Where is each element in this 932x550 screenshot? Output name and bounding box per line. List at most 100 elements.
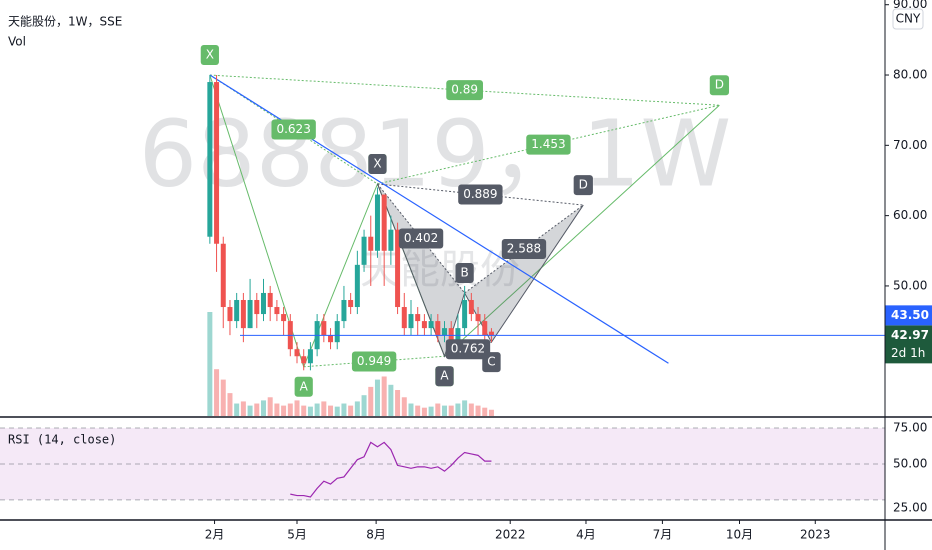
volume-bar xyxy=(334,406,340,416)
volume-bar xyxy=(267,397,273,416)
candle-body xyxy=(354,264,360,308)
point-label-box xyxy=(294,376,313,397)
rsi-tick-label: 50.00 xyxy=(893,456,927,470)
x-tick-label: 2023 xyxy=(800,528,831,542)
point-label-text: X xyxy=(206,48,214,62)
volume-bar xyxy=(475,405,481,416)
volume-bar xyxy=(307,406,313,416)
volume-bar xyxy=(207,312,213,416)
ratio-label-text: 2.588 xyxy=(507,242,541,256)
x-tick-label: 2022 xyxy=(495,528,526,542)
candle-body xyxy=(482,321,488,336)
candle-body xyxy=(348,299,354,308)
volume-bar xyxy=(408,403,414,416)
pattern-ratio-line xyxy=(377,104,720,185)
volume-bar xyxy=(381,376,387,416)
volume-bar xyxy=(395,390,401,416)
ratio-label-box xyxy=(445,339,491,360)
candle-body xyxy=(214,82,220,244)
volume-bar xyxy=(281,405,287,416)
point-label-text: A xyxy=(300,379,309,393)
point-label-text: X xyxy=(373,156,381,170)
last-price-label: 42.97 xyxy=(891,328,929,342)
volume-bar xyxy=(488,409,494,416)
point-label-text: C xyxy=(487,355,495,369)
volume-bar xyxy=(374,379,380,416)
ratio-label-box xyxy=(458,184,503,205)
y-tick-label: 50.00 xyxy=(893,278,927,292)
point-label-box xyxy=(573,175,593,196)
point-label-box xyxy=(455,262,474,283)
pattern-ratio-line xyxy=(209,74,720,106)
chart-title: 天能股份，1W，SSE xyxy=(8,15,122,29)
point-label-box xyxy=(200,45,219,66)
candle-body xyxy=(488,331,494,336)
volume-bar xyxy=(482,407,488,416)
volume-bar xyxy=(287,403,293,416)
ratio-label: 0.762 xyxy=(445,339,491,360)
ratio-label-text: 1.453 xyxy=(531,137,565,151)
volume-bar xyxy=(240,401,246,416)
pattern-ratio-line xyxy=(303,355,445,368)
point-label-box xyxy=(482,352,501,373)
volume-bar xyxy=(247,405,253,416)
point-label-text: A xyxy=(440,369,449,383)
candle-body xyxy=(448,328,454,350)
candle-body xyxy=(281,314,287,322)
marker-price-label: 43.50 xyxy=(891,308,929,322)
candle-body xyxy=(475,314,481,322)
candle-body xyxy=(455,328,461,350)
point-label: X xyxy=(368,153,387,174)
candle-body xyxy=(374,194,380,251)
ratio-label: 0.889 xyxy=(458,184,503,205)
y-tick-label: 60.00 xyxy=(893,208,927,222)
volume-bar xyxy=(448,405,454,416)
watermark-sub: 天能股份 xyxy=(360,247,520,293)
currency-box[interactable] xyxy=(892,8,924,30)
x-tick-label: 7月 xyxy=(653,528,673,542)
ratio-label-box xyxy=(351,351,397,372)
candle-body xyxy=(421,321,427,329)
volume-bar xyxy=(214,369,220,416)
point-label: C xyxy=(482,352,501,373)
point-label: A xyxy=(435,366,454,387)
ratio-label-box xyxy=(501,239,547,260)
volume-bar xyxy=(421,407,427,416)
volume-bar xyxy=(260,400,266,416)
volume-bar xyxy=(468,403,474,416)
volume-bar xyxy=(234,403,240,416)
candle-body xyxy=(274,307,280,315)
ratio-label-text: 0.402 xyxy=(404,231,438,245)
volume-bar xyxy=(354,401,360,416)
point-label-text: D xyxy=(579,178,588,192)
candle-body xyxy=(368,236,374,251)
volume-label: Vol xyxy=(8,35,26,49)
last-price-box xyxy=(885,325,932,364)
volume-bar xyxy=(415,405,421,416)
pattern-ratio-line xyxy=(377,183,584,206)
candle-body xyxy=(408,314,414,329)
ratio-label: 2.588 xyxy=(501,239,547,260)
x-tick-label: 2月 xyxy=(205,528,225,542)
candle-body xyxy=(401,307,407,329)
candle-body xyxy=(307,349,313,364)
candle-body xyxy=(462,299,468,329)
volume-bar xyxy=(368,386,374,416)
point-label: D xyxy=(573,175,593,196)
candle-body xyxy=(267,292,273,308)
pattern-area xyxy=(377,183,465,357)
ratio-label: 0.89 xyxy=(446,80,483,101)
y-tick-label: 90.00 xyxy=(893,0,927,11)
point-label: X xyxy=(200,45,219,66)
point-label-box xyxy=(709,75,730,96)
ratio-label: 0.623 xyxy=(271,119,316,140)
volume-bar xyxy=(401,397,407,416)
y-tick-label: 80.00 xyxy=(893,68,927,82)
volume-bar xyxy=(254,403,260,416)
volume-bar xyxy=(314,403,320,416)
volume-bar xyxy=(341,403,347,416)
x-tick-label: 4月 xyxy=(576,528,596,542)
ratio-label-box xyxy=(398,228,444,249)
candle-body xyxy=(301,356,307,364)
